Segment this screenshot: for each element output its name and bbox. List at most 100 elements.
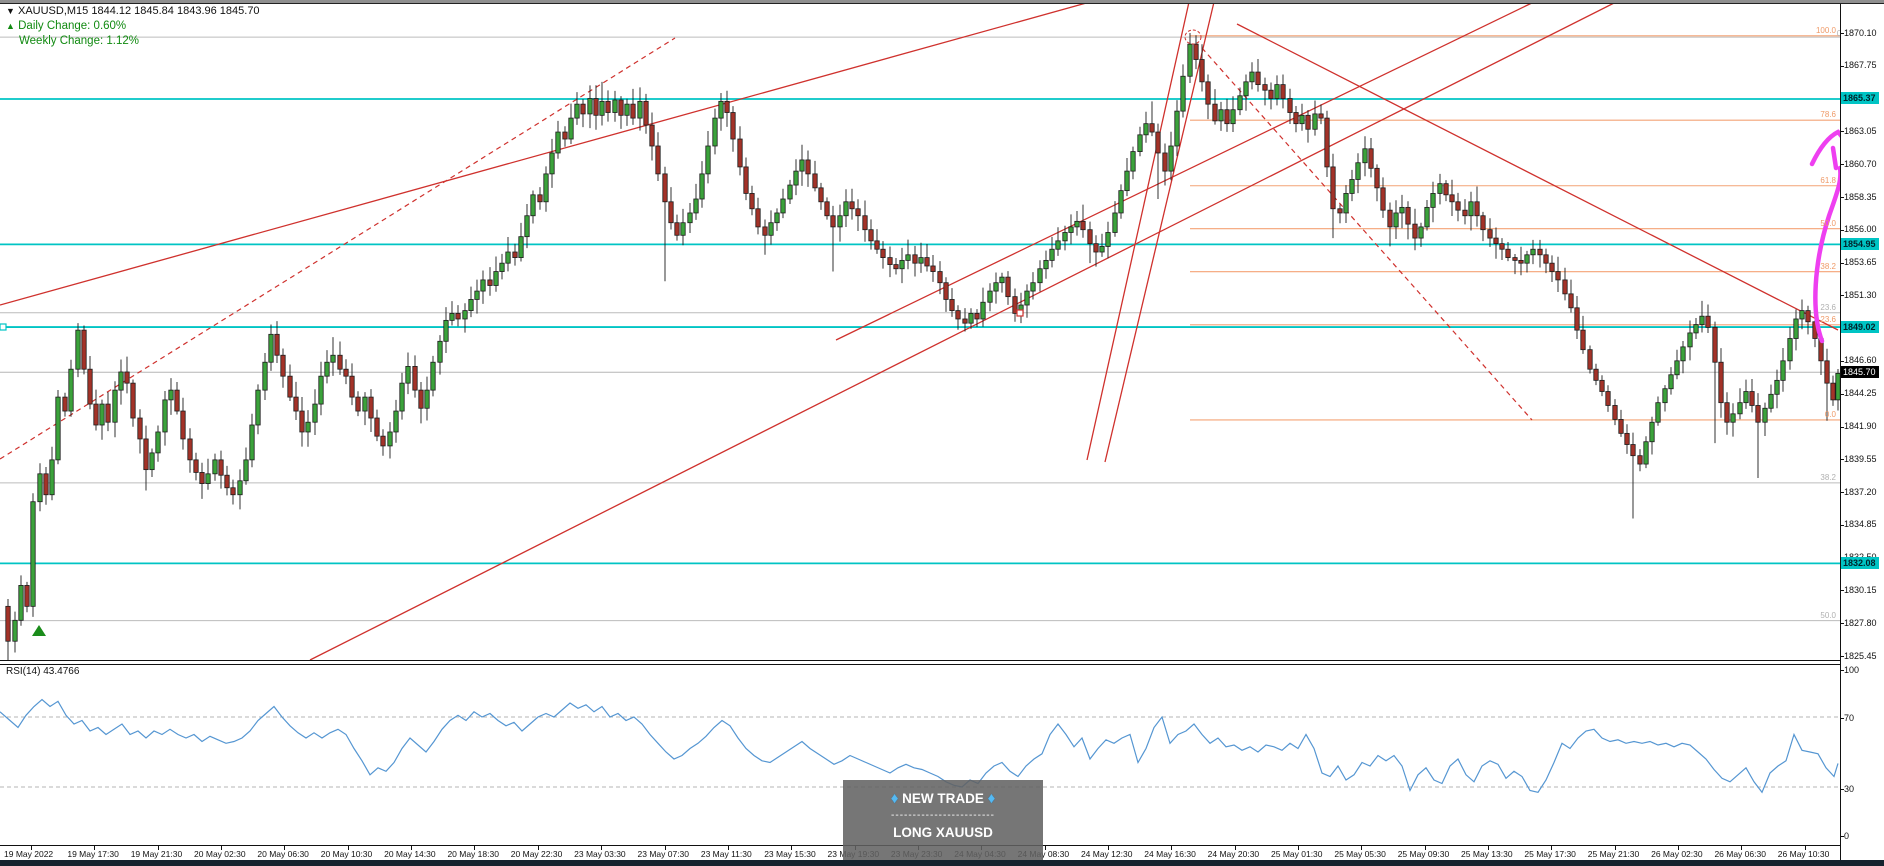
level-price-badge[interactable]: 1832.08 xyxy=(1841,556,1879,569)
time-tick-mark xyxy=(411,846,413,850)
rsi-tick-label: 70 xyxy=(1844,712,1855,723)
time-tick-mark xyxy=(1551,846,1553,850)
time-axis-label: 23 May 15:30 xyxy=(764,849,816,859)
price-tick-mark xyxy=(1840,426,1844,428)
time-tick-mark xyxy=(94,846,96,850)
trendline-dashed-1[interactable] xyxy=(1201,47,1533,421)
main-price-chart[interactable] xyxy=(0,0,1840,661)
rsi-tick-mark xyxy=(1840,836,1844,837)
time-axis-label: 23 May 11:30 xyxy=(700,849,752,859)
magenta-up-arrow[interactable] xyxy=(1830,145,1839,171)
pane-separator-top[interactable] xyxy=(0,660,1840,661)
price-tick-label: 1825.45 xyxy=(1844,650,1877,661)
price-axis[interactable] xyxy=(1840,0,1884,866)
trade-box-title-row: ♦ NEW TRADE ♦ xyxy=(843,790,1043,807)
time-axis-label: 26 May 06:30 xyxy=(1714,849,1766,859)
time-tick-mark xyxy=(157,846,159,850)
rsi-tick-label: 0 xyxy=(1844,830,1850,841)
price-tick-label: 1858.35 xyxy=(1844,191,1877,202)
level-price-badge[interactable]: 1865.37 xyxy=(1841,92,1879,105)
fib-orange-label: 23.6 xyxy=(1820,314,1836,324)
price-tick-label: 1834.85 xyxy=(1844,519,1877,530)
time-axis-label: 20 May 06:30 xyxy=(257,849,309,859)
time-axis-label: 26 May 10:30 xyxy=(1777,849,1830,859)
symbol-info-overlay: ▼ XAUUSD,M15 1844.12 1845.84 1843.96 184… xyxy=(6,5,260,50)
price-tick-label: 1851.30 xyxy=(1844,289,1877,300)
time-tick-mark xyxy=(284,846,286,850)
price-tick-mark xyxy=(1840,459,1844,461)
fib-handle-square[interactable] xyxy=(1016,309,1024,317)
pane-separator-bottom xyxy=(0,663,1840,665)
fib-gray-label: 23.6 xyxy=(1820,302,1836,312)
price-tick-mark xyxy=(1840,393,1844,395)
time-tick-mark xyxy=(664,846,666,850)
rsi-tick-label: 30 xyxy=(1844,783,1855,794)
price-tick-mark xyxy=(1840,164,1844,166)
diamond-icon: ♦ xyxy=(890,790,899,807)
price-tick-mark xyxy=(1840,229,1844,231)
time-tick-mark xyxy=(727,846,729,850)
price-tick-mark xyxy=(1840,65,1844,67)
trendline-solid-0[interactable] xyxy=(0,0,1098,306)
time-tick-mark xyxy=(1804,846,1806,850)
time-tick-mark xyxy=(1614,846,1616,850)
fib-orange-label: 50.0 xyxy=(1820,218,1836,228)
new-trade-alert-box[interactable]: ♦ NEW TRADE ♦ ------------------------ L… xyxy=(843,780,1043,866)
level-price-badge[interactable]: 1849.02 xyxy=(1841,320,1879,333)
time-tick-mark xyxy=(1044,846,1046,850)
time-tick-mark xyxy=(537,846,539,850)
rsi-line[interactable] xyxy=(0,698,1839,794)
time-tick-mark xyxy=(1424,846,1426,850)
trade-box-divider: ------------------------ xyxy=(891,810,995,821)
fib-orange-label: 61.8 xyxy=(1820,175,1836,185)
rsi-indicator-label: RSI(14) 43.4766 xyxy=(6,666,80,677)
fib-orange-label: 0.0 xyxy=(1824,409,1836,419)
price-tick-label: 1844.25 xyxy=(1844,388,1877,399)
time-axis-label: 20 May 18:30 xyxy=(447,849,499,859)
rsi-tick-label: 100 xyxy=(1844,664,1860,675)
time-axis-label: 25 May 01:30 xyxy=(1271,849,1323,859)
diamond-icon: ♦ xyxy=(987,790,996,807)
buy-arrow-marker[interactable] xyxy=(32,625,46,636)
price-tick-mark xyxy=(1840,623,1844,625)
time-tick-mark xyxy=(1361,846,1363,850)
price-tick-label: 1846.60 xyxy=(1844,355,1877,366)
price-tick-mark xyxy=(1840,656,1844,657)
fib-orange-label: 100.0 xyxy=(1815,25,1836,35)
fib-gray-label: 0.0 xyxy=(1788,29,1848,38)
time-tick-mark xyxy=(1234,846,1236,850)
time-axis-label: 23 May 07:30 xyxy=(637,849,690,859)
magenta-up-arrow[interactable] xyxy=(1813,165,1840,344)
price-tick-mark xyxy=(1840,590,1844,592)
trendline-solid-5[interactable] xyxy=(1236,23,1839,331)
price-tick-mark xyxy=(1840,262,1844,264)
symbol-ohlc-line[interactable]: ▼ XAUUSD,M15 1844.12 1845.84 1843.96 184… xyxy=(6,5,260,17)
trendline-dashed-0[interactable] xyxy=(0,37,676,460)
time-axis-label: 25 May 05:30 xyxy=(1334,849,1386,859)
level-price-badge[interactable]: 1854.95 xyxy=(1841,237,1879,250)
line-handle-square[interactable] xyxy=(0,323,7,331)
price-tick-mark xyxy=(1840,33,1844,34)
trendline-solid-3[interactable] xyxy=(1086,1,1190,461)
price-tick-mark xyxy=(1840,524,1844,526)
trendline-solid-4[interactable] xyxy=(1104,1,1215,463)
daily-change-row: ▲ Daily Change: 0.60% xyxy=(6,20,260,32)
magenta-up-arrow[interactable] xyxy=(1809,129,1840,174)
time-tick-mark xyxy=(1107,846,1109,850)
collapse-triangle-icon[interactable]: ▼ xyxy=(6,6,15,16)
price-tick-label: 1867.75 xyxy=(1844,60,1877,71)
time-tick-mark xyxy=(1171,846,1173,850)
price-tick-label: 1860.70 xyxy=(1844,158,1877,169)
peak-circle-annotation[interactable] xyxy=(1184,29,1202,45)
daily-change-text: Daily Change: 0.60% xyxy=(18,20,127,32)
time-tick-mark xyxy=(791,846,793,850)
time-axis-label: 25 May 21:30 xyxy=(1587,849,1640,859)
price-tick-label: 1870.10 xyxy=(1844,27,1877,38)
time-tick-mark xyxy=(601,846,603,850)
time-axis-label: 19 May 2022 xyxy=(4,849,54,859)
trendline-solid-2[interactable] xyxy=(835,0,1539,341)
time-axis-label: 20 May 10:30 xyxy=(320,849,373,859)
time-tick-mark xyxy=(1488,846,1490,850)
time-axis-label: 24 May 12:30 xyxy=(1080,849,1133,859)
